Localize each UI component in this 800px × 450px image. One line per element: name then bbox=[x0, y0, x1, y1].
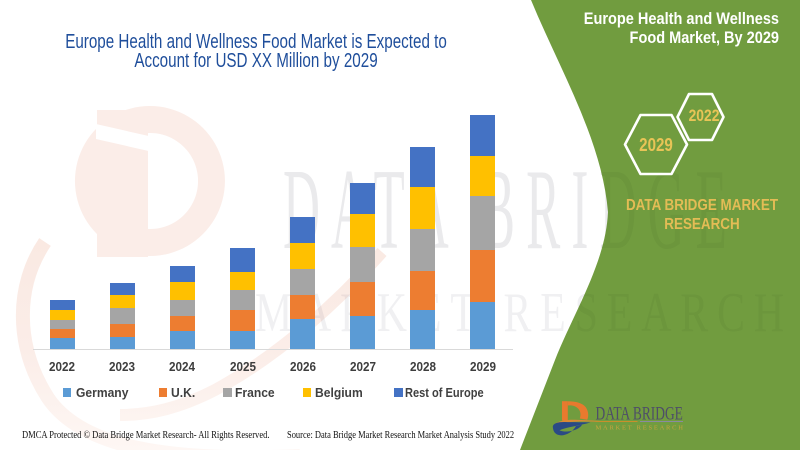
svg-text:MARKET RESEARCH: MARKET RESEARCH bbox=[596, 425, 684, 432]
svg-text:MARKET RESEARCH: MARKET RESEARCH bbox=[255, 282, 793, 344]
svg-text:DATA BRIDGE: DATA BRIDGE bbox=[596, 404, 683, 425]
